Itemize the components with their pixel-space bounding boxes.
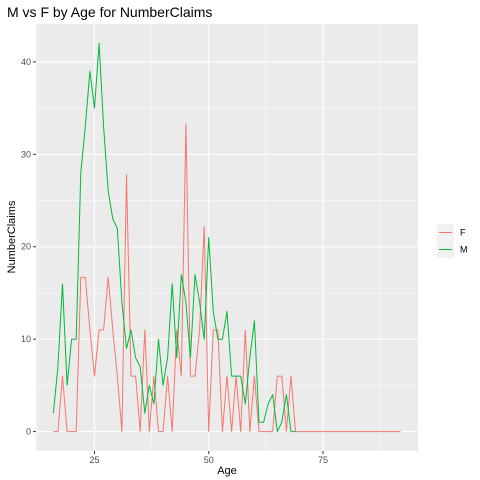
- y-tick-label: 20: [21, 242, 31, 252]
- legend-label-m: M: [460, 245, 468, 255]
- series-line-m: [52, 42, 296, 433]
- y-tick-label: 30: [21, 149, 31, 159]
- series-lines: [52, 42, 401, 433]
- legend: FM: [437, 224, 468, 258]
- chart-title: M vs F by Age for NumberClaims: [7, 4, 212, 20]
- x-tick-label: 50: [204, 455, 214, 465]
- plot-panel: [36, 24, 418, 451]
- legend-label-f: F: [460, 228, 466, 238]
- y-axis-title: NumberClaims: [6, 200, 18, 273]
- x-tick-label: 25: [89, 455, 99, 465]
- y-tick-label: 10: [21, 334, 31, 344]
- x-axis-title: Age: [217, 465, 237, 477]
- axis-ticks: 25 50 75 0 10 20 30 40: [21, 57, 328, 465]
- y-tick-label: 40: [21, 57, 31, 67]
- y-tick-label: 0: [26, 427, 31, 437]
- x-tick-label: 75: [318, 455, 328, 465]
- gridlines: [36, 24, 418, 451]
- series-line-f: [53, 123, 401, 433]
